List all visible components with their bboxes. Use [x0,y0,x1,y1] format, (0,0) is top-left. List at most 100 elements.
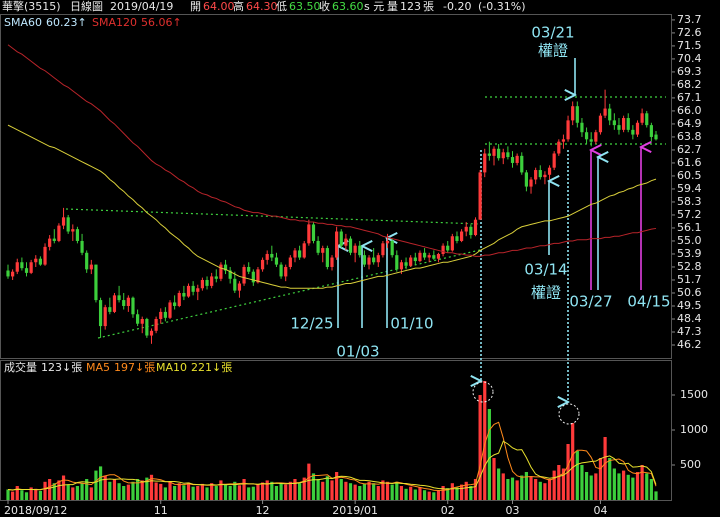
volume-bar [94,470,98,500]
x-tick-label: 2019/01 [332,504,378,517]
candle-body [126,297,130,306]
candle-body [247,266,251,272]
volume-bar [325,476,329,500]
volume-bar [376,486,380,500]
volume-bar [219,480,223,500]
candle-body [177,292,181,306]
volume-bar [524,472,528,500]
candle-body [98,300,103,327]
volume-bar [617,473,621,500]
volume-bar [20,490,24,500]
chart-kind: 日線圖 [70,0,103,13]
volume-bar [205,487,209,500]
candle-body [478,172,482,220]
open-value: 64.00 [203,0,235,13]
candle-body [594,132,598,142]
y-tick-label: 56.1 [677,221,702,234]
volume-bar [89,487,93,500]
volume-bar [640,465,644,500]
candle-body [311,224,316,241]
candle-body [469,226,473,236]
candle-body [506,152,510,158]
volume-bar [43,481,47,500]
legend-entry: 成交量 123↓張 [4,360,82,374]
legend-name: MA5 [86,361,110,374]
low-value: 63.50 [289,0,321,13]
volume-bar [372,483,376,500]
volume-bar [145,477,149,500]
header: 華擎(3515) 日線圖 2019/04/19 開 64.00 高 64.30 … [2,0,526,13]
candle-body [186,285,191,297]
candle-body [196,288,200,292]
date: 2019/04/19 [110,0,173,13]
candle-body [418,252,422,262]
volume-bar [608,458,612,500]
volume-bar [316,479,320,500]
volume-bar [460,484,464,500]
y-tick-label: 55.0 [677,234,702,247]
x-tick-label: 02 [441,504,455,517]
candle-body [112,295,117,312]
candle-body [622,118,626,130]
candle-body [492,148,496,156]
volume-bar [251,486,255,500]
candle-body [515,155,519,163]
volume-bar [57,480,61,500]
candle-body [11,271,15,277]
volume-bar [353,484,357,500]
legend-value: 56.06↑ [141,16,182,29]
candle-body [6,270,10,277]
volume-bar [538,481,542,500]
candle-body [80,240,84,253]
y-tick-label: 500 [680,458,701,471]
candle-body [645,113,649,126]
volume-bar [534,479,538,500]
volume-bar [418,487,422,500]
x-tick-label: 03 [506,504,520,517]
volume-bar [339,479,343,500]
candle-body [237,283,242,291]
change-pct: (-0.31%) [478,0,526,13]
candle-body [223,264,228,271]
candle-body [654,134,658,140]
candle-body [538,170,542,178]
y-tick-label: 60.5 [677,169,702,182]
volume-bar [473,479,478,500]
volume-bar [450,483,454,500]
price-panel [0,14,672,359]
volume-bar [182,485,186,500]
candle-body [455,236,459,241]
candle-body [339,231,343,246]
volume-bar [492,458,496,500]
unit: s 元 [364,0,384,13]
candle-body [321,248,325,253]
candle-body [89,264,93,270]
volume-bar [589,475,593,500]
volume-bar [11,491,15,500]
candle-body [520,155,524,173]
candle-body [635,122,640,135]
candle-body [260,259,265,270]
candle-body [20,262,24,269]
open-label: 開 [190,0,201,13]
volume-bar [228,486,232,500]
volume-bar [103,475,107,500]
volume-bar [265,480,269,500]
volume-bar [75,486,80,500]
candle-body [422,252,427,258]
volume-bar [510,477,515,500]
candle-body [487,153,491,156]
volume-bar [645,473,649,500]
volume-bar [594,473,598,500]
volume-bar [149,474,154,500]
candle-body [441,245,445,254]
annotation: 03/14 [524,261,567,279]
candle-body [552,153,556,168]
candle-body [256,269,260,283]
volume-label: 量 [387,0,398,13]
volume-bar [501,473,505,500]
candle-body [274,257,279,265]
y-tick-label: 49.5 [677,299,702,312]
volume-bar [469,486,473,500]
